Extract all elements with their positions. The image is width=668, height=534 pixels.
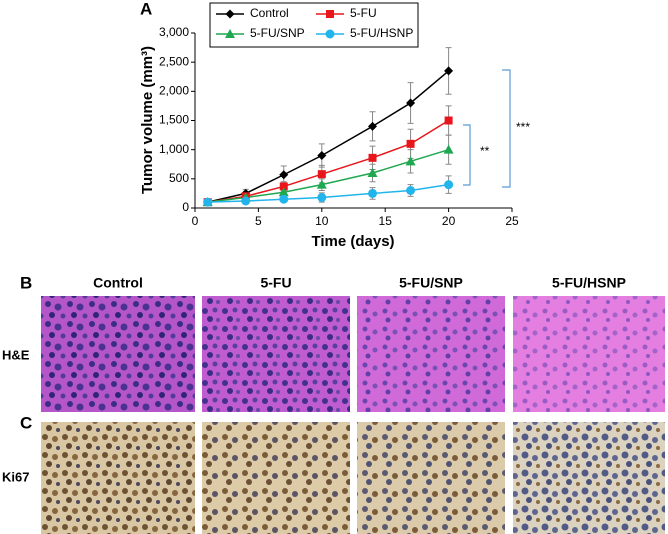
marker <box>368 188 378 198</box>
annotation: ** <box>480 144 490 158</box>
annotation: *** <box>516 120 530 134</box>
marker <box>444 66 454 76</box>
column-label: Control <box>93 275 143 291</box>
y-tick-label: 0 <box>182 200 189 214</box>
marker <box>406 98 416 108</box>
marker <box>406 186 416 195</box>
histology <box>41 296 665 534</box>
legend-label: 5-FU/SNP <box>250 26 305 40</box>
legend-marker <box>325 29 335 39</box>
row-label: Ki67 <box>2 469 29 484</box>
row-label: H&E <box>2 347 30 362</box>
x-tick-label: 25 <box>505 214 519 228</box>
marker <box>406 139 415 148</box>
legend-marker <box>225 9 235 19</box>
x-tick-label: 15 <box>379 214 393 228</box>
x-tick-label: 0 <box>192 214 199 228</box>
x-tick-label: 10 <box>315 214 329 228</box>
x-tick-label: 5 <box>255 214 262 228</box>
marker <box>368 153 377 162</box>
marker <box>279 194 289 204</box>
marker <box>317 193 327 202</box>
y-tick-label: 1,500 <box>159 113 189 127</box>
x-axis-title: Time (days) <box>311 233 394 250</box>
y-tick-label: 2,500 <box>159 54 189 68</box>
bracket <box>463 124 471 186</box>
panel-label: C <box>20 413 32 432</box>
y-tick-label: 3,000 <box>159 25 189 39</box>
marker <box>368 121 378 131</box>
x-tick-label: 20 <box>442 214 456 228</box>
y-tick-label: 1,000 <box>159 142 189 156</box>
legend-marker <box>225 29 235 38</box>
column-label: 5-FU/HSNP <box>552 275 626 291</box>
he-image <box>357 296 505 412</box>
marker <box>443 144 454 154</box>
legend-label: 5-FU/HSNP <box>350 26 413 40</box>
bracket <box>502 69 511 188</box>
legend-marker <box>326 10 334 18</box>
he-image <box>513 296 665 412</box>
ki67-image <box>202 422 350 534</box>
legend <box>209 2 419 48</box>
marker <box>317 170 326 179</box>
marker <box>444 116 453 125</box>
legend-label: 5-FU <box>350 6 377 20</box>
marker <box>278 187 289 197</box>
marker <box>203 197 213 207</box>
ki67-image <box>513 422 665 534</box>
panel-label: A <box>140 0 152 18</box>
y-tick-label: 2,000 <box>159 84 189 98</box>
ki67-image <box>357 422 505 534</box>
he-image <box>202 296 350 412</box>
marker <box>279 182 288 191</box>
marker <box>444 180 454 190</box>
he-image <box>41 296 195 412</box>
marker <box>317 151 327 160</box>
marker <box>279 170 289 180</box>
marker <box>316 179 327 189</box>
y-tick-label: 500 <box>169 171 189 185</box>
y-axis-title: Tumor volume (mm³) <box>139 46 156 194</box>
marker <box>241 196 251 206</box>
column-label: 5-FU <box>260 275 291 291</box>
panel-label: B <box>20 273 32 292</box>
column-label: 5-FU/SNP <box>399 275 463 291</box>
ki67-image <box>41 422 195 534</box>
marker <box>367 168 378 177</box>
legend-label: Control <box>250 6 289 20</box>
marker <box>405 156 416 166</box>
